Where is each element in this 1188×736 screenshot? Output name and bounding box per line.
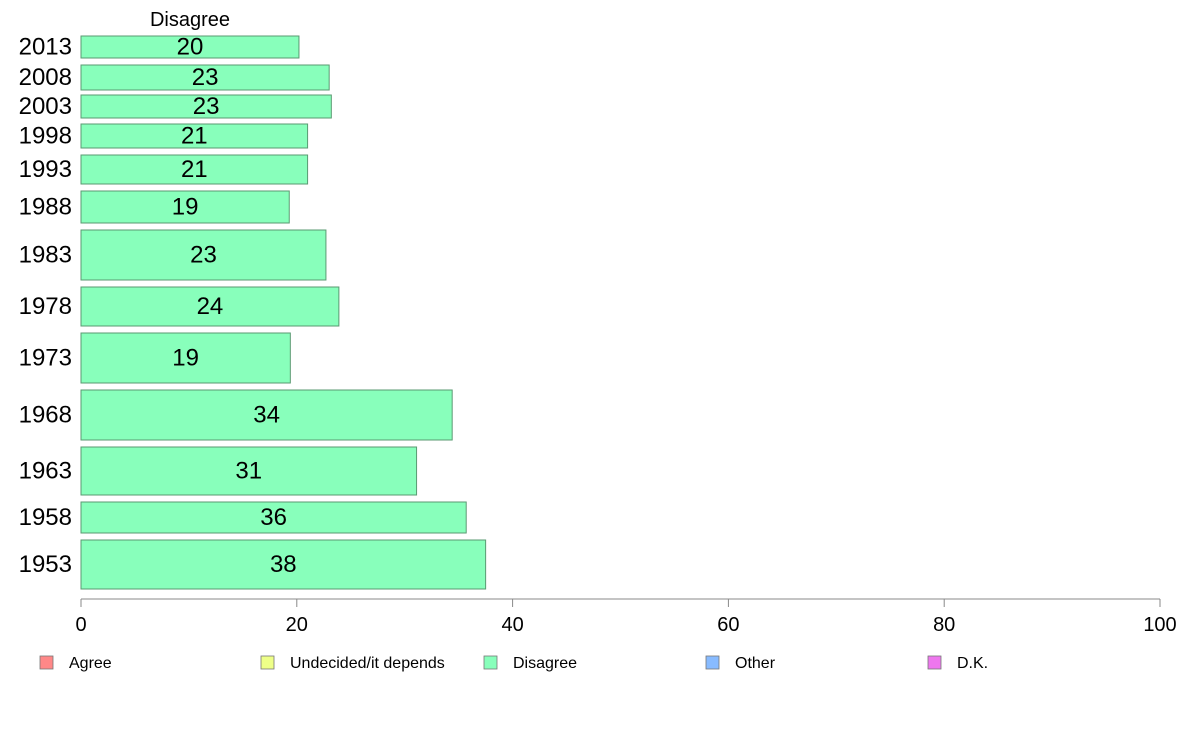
legend-label: Agree [69, 655, 112, 672]
data-label: 38 [270, 551, 297, 578]
data-label: 24 [197, 293, 224, 320]
bar-1978 [80, 286, 340, 327]
legend-swatch [705, 655, 720, 670]
y-tick-label: 2003 [19, 93, 72, 120]
legend-label: Undecided/it depends [290, 655, 445, 672]
y-tick-label: 1993 [19, 156, 72, 183]
data-label: 34 [253, 402, 280, 429]
data-label: 19 [172, 194, 199, 221]
legend-swatch [927, 655, 942, 670]
y-tick-label: 2013 [19, 34, 72, 61]
data-label: 36 [260, 504, 287, 531]
bar-1998 [80, 123, 309, 149]
bar-1963 [80, 446, 418, 496]
x-tick-label: 100 [1143, 614, 1176, 636]
data-label: 19 [172, 345, 199, 372]
bar-1958 [80, 501, 467, 534]
data-label: 20 [177, 34, 204, 61]
y-tick-label: 1958 [19, 504, 72, 531]
legend-label: D.K. [957, 655, 988, 672]
bars-group: 2013 20 2008 23 2003 23 1998 21 1993 21 1988 19 1983… [19, 34, 487, 590]
x-tick-label: 20 [286, 614, 308, 636]
y-tick-label: 2008 [19, 64, 72, 91]
x-tick-label: 60 [717, 614, 739, 636]
bar-2013 [80, 35, 300, 59]
y-tick-label: 1968 [19, 402, 72, 429]
panel-title: Disagree [150, 9, 230, 31]
bar-1953 [80, 539, 487, 590]
y-tick-label: 1998 [19, 123, 72, 150]
legend-swatch [483, 655, 498, 670]
data-label: 23 [192, 64, 219, 91]
data-label: 21 [181, 123, 208, 150]
legend: Agree Undecided/it depends Disagree Other D.… [39, 655, 988, 672]
data-label: 23 [193, 93, 220, 120]
y-tick-label: 1983 [19, 242, 72, 269]
y-tick-label: 1978 [19, 293, 72, 320]
data-label: 31 [235, 458, 262, 485]
legend-label: Disagree [513, 655, 577, 672]
data-label: 23 [190, 242, 217, 269]
bar-2003 [80, 94, 332, 119]
y-tick-label: 1973 [19, 345, 72, 372]
legend-swatch [260, 655, 275, 670]
x-tick-label: 0 [75, 614, 86, 636]
legend-swatch [39, 655, 54, 670]
x-tick-label: 80 [933, 614, 955, 636]
bar-1968 [80, 389, 453, 441]
x-axis: 0 20 40 60 80 100 [75, 598, 1177, 636]
legend-label: Other [735, 655, 776, 672]
data-label: 21 [181, 156, 208, 183]
y-tick-label: 1988 [19, 194, 72, 221]
y-tick-label: 1963 [19, 458, 72, 485]
y-tick-label: 1953 [19, 551, 72, 578]
bar-1983 [80, 229, 327, 281]
bar-1993 [80, 154, 309, 185]
bar-1973 [80, 332, 291, 384]
x-tick-label: 40 [501, 614, 523, 636]
bar-2008 [80, 64, 330, 91]
bar-1988 [80, 190, 290, 224]
